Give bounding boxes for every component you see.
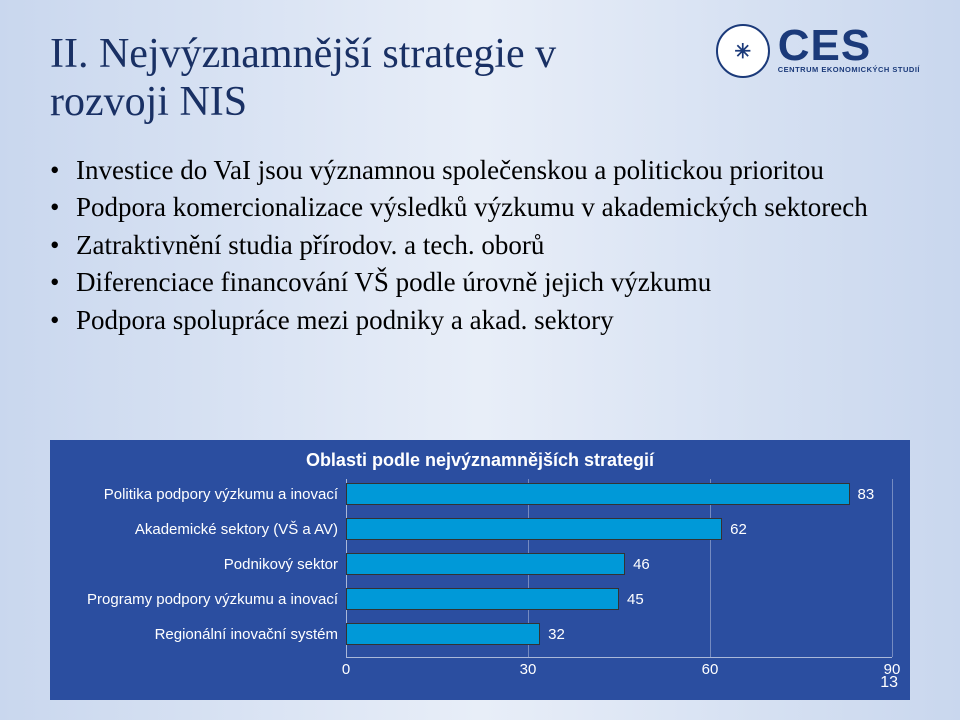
logo-subtitle: CENTRUM EKONOMICKÝCH STUDIÍ	[778, 65, 920, 74]
bar-value-label: 62	[730, 521, 747, 538]
chart-container: Oblasti podle nejvýznamnějších strategií…	[50, 440, 910, 700]
x-tick-label: 30	[520, 661, 537, 678]
bar	[346, 483, 850, 505]
slide: ✳ CES CENTRUM EKONOMICKÝCH STUDIÍ II. Ne…	[0, 0, 960, 720]
category-label: Akademické sektory (VŠ a AV)	[135, 521, 338, 538]
bar	[346, 623, 540, 645]
bullet-item: Podpora komercionalizace výsledků výzkum…	[50, 190, 910, 226]
bullet-item: Podpora spolupráce mezi podniky a akad. …	[50, 303, 910, 339]
bar-value-label: 32	[548, 626, 565, 643]
x-tick-label: 60	[702, 661, 719, 678]
bullet-item: Investice do VaI jsou významnou společen…	[50, 153, 910, 189]
grid-line	[892, 479, 893, 657]
chart-plot-area: 0306090Politika podpory výzkumu a inovac…	[68, 479, 892, 679]
logo-mark-icon: ✳	[716, 24, 770, 78]
bar-value-label: 46	[633, 556, 650, 573]
logo-text: CES	[778, 28, 920, 63]
logo: ✳ CES CENTRUM EKONOMICKÝCH STUDIÍ	[716, 24, 920, 78]
page-number: 13	[880, 674, 898, 692]
bullet-list: Investice do VaI jsou významnou společen…	[50, 153, 910, 339]
bullet-item: Diferenciace financování VŠ podle úrovně…	[50, 265, 910, 301]
x-tick-label: 0	[342, 661, 350, 678]
bar	[346, 588, 619, 610]
x-axis-line	[346, 657, 892, 658]
bar	[346, 553, 625, 575]
logo-text-block: CES CENTRUM EKONOMICKÝCH STUDIÍ	[778, 28, 920, 74]
category-label: Politika podpory výzkumu a inovací	[104, 486, 338, 503]
category-label: Regionální inovační systém	[155, 626, 338, 643]
category-label: Programy podpory výzkumu a inovací	[87, 591, 338, 608]
bar-value-label: 83	[858, 486, 875, 503]
grid-line	[710, 479, 711, 657]
bullet-item: Zatraktivnění studia přírodov. a tech. o…	[50, 228, 910, 264]
slide-title: II. Nejvýznamnější strategie v rozvoji N…	[50, 30, 610, 127]
chart-title: Oblasti podle nejvýznamnějších strategií	[68, 450, 892, 471]
category-label: Podnikový sektor	[224, 556, 338, 573]
bar	[346, 518, 722, 540]
bar-value-label: 45	[627, 591, 644, 608]
